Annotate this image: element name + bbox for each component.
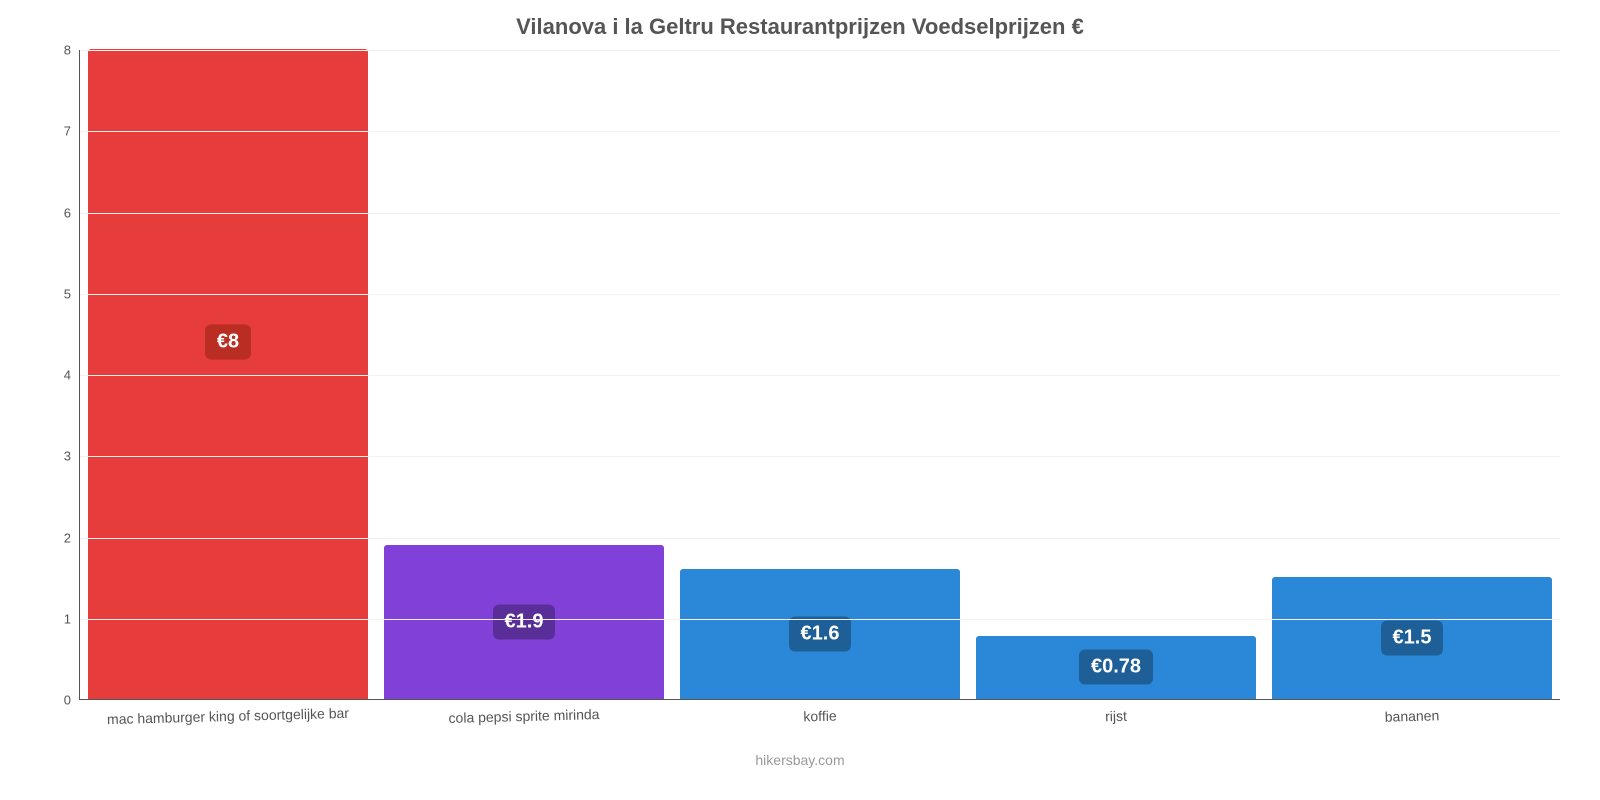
bar: €0.78 (976, 636, 1256, 699)
chart-title: Vilanova i la Geltru Restaurantprijzen V… (40, 14, 1560, 40)
y-tick-label: 1 (64, 611, 71, 626)
bar: €1.9 (384, 545, 664, 699)
bar-slot: €1.6 (680, 569, 960, 699)
bar-slot: €0.78 (976, 636, 1256, 699)
bar: €8 (88, 49, 368, 699)
x-category-label: rijst (976, 704, 1256, 727)
bar-slot: €1.9 (384, 545, 664, 699)
bar-slot: €8 (88, 49, 368, 699)
bar: €1.5 (1272, 577, 1552, 699)
y-tick-label: 0 (64, 693, 71, 708)
x-axis: mac hamburger king of soortgelijke barco… (80, 708, 1560, 724)
bar-value-label: €1.9 (493, 604, 556, 639)
y-tick-label: 2 (64, 530, 71, 545)
y-tick-label: 6 (64, 205, 71, 220)
bar-value-label: €1.6 (789, 617, 852, 652)
bar-value-label: €0.78 (1079, 650, 1153, 685)
gridline (80, 294, 1560, 295)
bar-value-label: €8 (205, 324, 251, 359)
x-category-label: cola pepsi sprite mirinda (384, 704, 664, 727)
gridline (80, 375, 1560, 376)
gridline (80, 131, 1560, 132)
plot-row: 012345678 €8€1.9€1.6€0.78€1.5 (40, 50, 1560, 700)
chart-container: Vilanova i la Geltru Restaurantprijzen V… (0, 0, 1600, 800)
gridline (80, 456, 1560, 457)
x-category-label: mac hamburger king of soortgelijke bar (88, 704, 368, 727)
y-tick-label: 8 (64, 43, 71, 58)
bar: €1.6 (680, 569, 960, 699)
y-tick-label: 5 (64, 286, 71, 301)
bar-slot: €1.5 (1272, 577, 1552, 699)
gridline (80, 538, 1560, 539)
gridline (80, 213, 1560, 214)
attribution: hikersbay.com (40, 752, 1560, 768)
gridline (80, 619, 1560, 620)
y-axis: 012345678 (40, 50, 80, 700)
y-tick-label: 7 (64, 124, 71, 139)
y-tick-label: 3 (64, 449, 71, 464)
x-category-label: bananen (1272, 704, 1552, 727)
y-tick-label: 4 (64, 368, 71, 383)
x-category-label: koffie (680, 704, 960, 727)
bar-value-label: €1.5 (1381, 621, 1444, 656)
gridline (80, 50, 1560, 51)
plot-area: €8 €1.9 €1.6 €0.78 €1.5 (80, 50, 1560, 700)
